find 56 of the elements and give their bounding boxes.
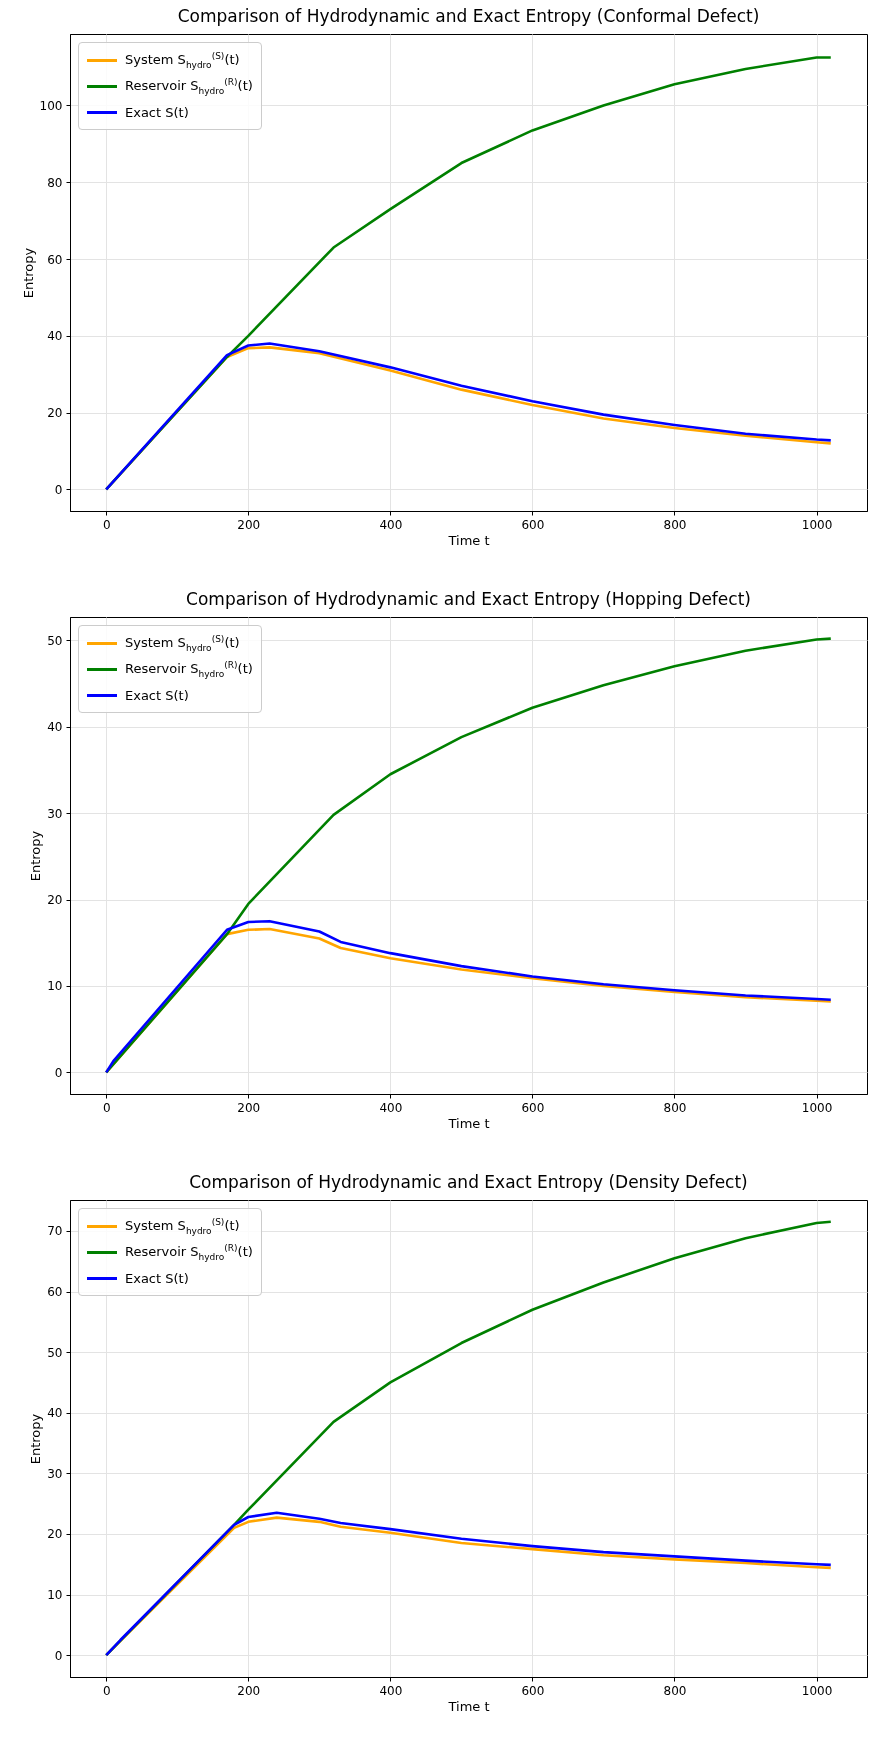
y-tick-label: 10 [47,1588,63,1603]
y-tick-label: 80 [47,175,63,190]
legend-label: Reservoir S$_{hydro}$$^{(R)}$(t) [125,1242,253,1262]
y-tick-label: 50 [47,633,63,648]
x-tick-label: 200 [237,1683,261,1698]
y-tick-label: 40 [47,1406,63,1421]
x-tick-label: 0 [102,517,111,532]
x-tick-label: 600 [521,1683,545,1698]
y-tick-label: 60 [47,1285,63,1300]
legend-label: Exact S(t) [125,104,189,120]
y-tick-label: 70 [47,1224,63,1239]
x-tick-label: 0 [102,1100,111,1115]
x-tick-label: 800 [663,517,687,532]
x-axis-title: Time t [447,532,490,548]
y-axis-title: Entropy [28,1413,44,1465]
x-tick-label: 200 [237,517,261,532]
y-tick-label: 40 [47,720,63,735]
x-tick-label: 1000 [801,1100,833,1115]
x-tick-label: 600 [521,517,545,532]
y-axis-title: Entropy [20,247,36,299]
legend-label: Exact S(t) [125,1270,189,1286]
x-tick-label: 800 [663,1683,687,1698]
legend-label: Reservoir S$_{hydro}$$^{(R)}$(t) [125,76,253,96]
legend-label: System S$_{hydro}$$^{(S)}$(t) [125,1216,240,1236]
y-tick-label: 20 [47,1527,63,1542]
y-tick-label: 50 [47,1345,63,1360]
y-tick-label: 30 [47,1466,63,1481]
x-tick-label: 400 [379,1100,403,1115]
x-tick-label: 200 [237,1100,261,1115]
x-tick-label: 1000 [801,1683,833,1698]
legend-label: System S$_{hydro}$$^{(S)}$(t) [125,633,240,653]
legend-label: System S$_{hydro}$$^{(S)}$(t) [125,50,240,70]
chart-title: Comparison of Hydrodynamic and Exact Entropy (Conformal Defect) [177,6,760,26]
y-tick-label: 10 [47,979,63,994]
legend-label: Exact S(t) [125,687,189,703]
chart-title: Comparison of Hydrodynamic and Exact Entropy (Density Defect) [189,1172,748,1192]
legend-label: Reservoir S$_{hydro}$$^{(R)}$(t) [125,659,253,679]
x-axis-title: Time t [447,1115,490,1131]
y-tick-label: 0 [54,1648,63,1663]
x-tick-label: 1000 [801,517,833,532]
x-tick-label: 0 [102,1683,111,1698]
y-tick-label: 0 [54,482,63,497]
y-tick-label: 100 [39,98,63,113]
y-tick-label: 60 [47,252,63,267]
y-tick-label: 20 [47,893,63,908]
x-tick-label: 600 [521,1100,545,1115]
y-tick-label: 40 [47,329,63,344]
y-tick-label: 20 [47,406,63,421]
x-tick-label: 400 [379,1683,403,1698]
chart-title: Comparison of Hydrodynamic and Exact Entropy (Hopping Defect) [186,589,751,609]
x-axis-title: Time t [447,1698,490,1714]
x-tick-label: 800 [663,1100,687,1115]
y-tick-label: 30 [47,806,63,821]
y-tick-label: 0 [54,1065,63,1080]
y-axis-title: Entropy [28,830,44,882]
x-tick-label: 400 [379,517,403,532]
